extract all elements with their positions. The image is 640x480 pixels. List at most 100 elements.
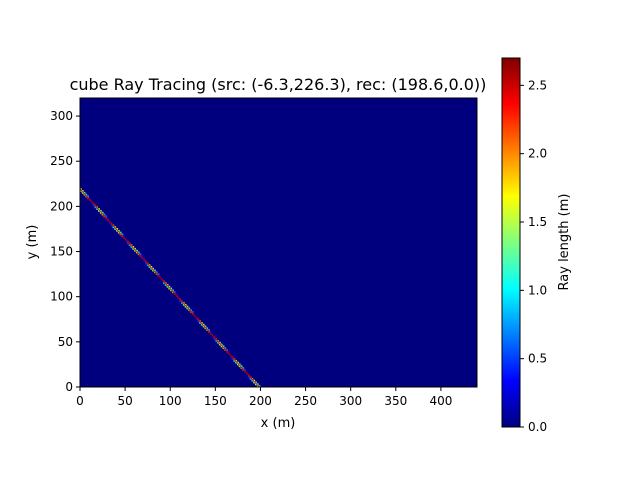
ray-cell [240, 365, 243, 368]
ray-cell [126, 242, 129, 245]
colorbar-tick-label: 0.0 [528, 420, 547, 434]
ray-cell [112, 226, 115, 229]
ray-cell [236, 361, 239, 364]
ray-cell [125, 237, 127, 239]
ray-cell [242, 367, 245, 369]
ray-cell [157, 273, 160, 276]
ray-cell [220, 345, 223, 348]
ray-cell [107, 217, 109, 220]
ray-cell [101, 211, 104, 214]
chart-title: cube Ray Tracing (src: (-6.3,226.3), rec… [70, 75, 487, 94]
ray-cell [99, 211, 102, 214]
y-tick-label: 50 [58, 335, 73, 349]
ray-cell [247, 376, 250, 378]
ray-path-line [80, 188, 260, 387]
x-tick-label: 300 [339, 394, 362, 408]
ray-cell [258, 385, 261, 387]
ray-cell [218, 341, 221, 344]
ray-cell [135, 249, 138, 252]
ray-cell [255, 383, 257, 386]
ray-cell [146, 264, 149, 266]
ray-cell [184, 303, 187, 306]
ray-cell [204, 325, 207, 328]
ray-cell [190, 309, 192, 312]
ray-cell [85, 193, 88, 196]
ray-cell [90, 199, 93, 201]
ray-cell [81, 191, 84, 194]
ray-cell [98, 208, 100, 210]
ray-cell [175, 293, 178, 295]
ray-cell [110, 224, 113, 227]
y-tick-label: 150 [50, 245, 73, 259]
y-tick-label: 300 [50, 109, 73, 123]
ray-cell [152, 267, 154, 270]
ray-cell [114, 228, 117, 230]
colorbar-tick-label: 0.5 [528, 352, 547, 366]
ray-cell [213, 338, 216, 341]
ray-cell [220, 343, 223, 346]
ray-cell [117, 229, 120, 232]
ray-cell [202, 325, 205, 328]
ray-cell [116, 229, 118, 232]
y-tick-label: 100 [50, 290, 73, 304]
ray-cell [177, 294, 180, 297]
ray-cell [141, 255, 144, 257]
ray-cell [233, 359, 236, 362]
y-tick-label: 250 [50, 154, 73, 168]
colorbar-tick-label: 2.0 [528, 147, 547, 161]
x-tick-label: 100 [159, 394, 182, 408]
ray-cell [143, 256, 145, 259]
ray-cell [119, 231, 122, 234]
ray-cell [231, 358, 234, 360]
ray-cell [125, 240, 127, 243]
ray-cell [251, 379, 254, 382]
x-tick-label: 250 [294, 394, 317, 408]
x-tick-label: 350 [384, 394, 407, 408]
plot-frame [79, 97, 478, 388]
ray-cell [153, 269, 156, 272]
ray-cell [89, 197, 91, 200]
ray-cell [132, 247, 135, 250]
ray-cell [211, 336, 214, 339]
ray-cell [256, 383, 259, 386]
ray-cell [173, 291, 176, 294]
ray-cell [116, 228, 118, 230]
x-tick-label: 200 [249, 394, 272, 408]
ray-cell [150, 267, 153, 270]
ray-cell [222, 345, 225, 348]
x-axis-ticks: 0 50 100 150 200 250 300 350 400 [76, 387, 452, 408]
ray-cell [159, 275, 162, 277]
ray-cell [168, 285, 171, 288]
ray-cell [148, 265, 151, 268]
ray-cell [226, 349, 228, 351]
ray-cell [238, 365, 241, 368]
ray-cell [137, 251, 140, 254]
ray-cell [163, 282, 165, 285]
ray-cell [179, 300, 182, 303]
ray-cell [128, 244, 131, 247]
ray-cell [236, 363, 239, 366]
ray-cell [186, 305, 189, 308]
ray-cell [197, 320, 200, 322]
ray-cell [215, 340, 218, 342]
ray-cell [191, 311, 194, 313]
ray-cell [224, 347, 227, 350]
ray-cell [121, 233, 124, 236]
ray-cell [87, 195, 90, 198]
ray-cell [255, 381, 257, 384]
y-tick-label: 0 [65, 380, 73, 394]
ray-cell [206, 327, 209, 330]
colorbar-ticks: 0.0 0.5 1.0 1.5 2.0 2.5 [520, 78, 547, 434]
ray-cell [249, 377, 252, 380]
ray-cell [139, 253, 142, 256]
ray-cell [130, 246, 133, 248]
ray-cell [238, 363, 241, 366]
heatmap-background [80, 98, 477, 387]
ray-cell [164, 284, 167, 286]
ray-cell [235, 361, 237, 364]
ray-cell [144, 262, 147, 265]
colorbar-label: Ray length (m) [557, 194, 572, 291]
ray-cell [186, 307, 189, 310]
y-axis-label: y (m) [25, 225, 40, 260]
